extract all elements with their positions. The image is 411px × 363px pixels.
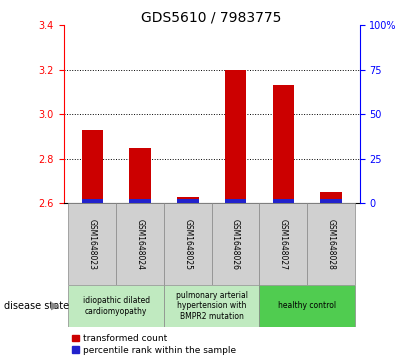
Text: GSM1648027: GSM1648027: [279, 219, 288, 270]
Bar: [272, 199, 294, 203]
Bar: [82, 130, 103, 203]
Bar: [82, 199, 103, 203]
Bar: [69, 203, 116, 285]
Bar: [129, 148, 151, 203]
Legend: transformed count, percentile rank within the sample: transformed count, percentile rank withi…: [68, 331, 239, 359]
Bar: [259, 285, 355, 327]
Bar: [177, 199, 199, 203]
Bar: [272, 85, 294, 203]
Bar: [307, 203, 355, 285]
Bar: [320, 199, 342, 203]
Bar: [177, 197, 199, 203]
Bar: [225, 199, 246, 203]
Bar: [259, 203, 307, 285]
Text: ▶: ▶: [51, 301, 60, 311]
Text: pulmonary arterial
hypertension with
BMPR2 mutation: pulmonary arterial hypertension with BMP…: [175, 291, 248, 321]
Text: GSM1648025: GSM1648025: [183, 219, 192, 270]
Bar: [164, 285, 259, 327]
Bar: [320, 192, 342, 203]
Text: GSM1648024: GSM1648024: [136, 219, 145, 270]
Bar: [116, 203, 164, 285]
Bar: [164, 203, 212, 285]
Text: idiopathic dilated
cardiomyopathy: idiopathic dilated cardiomyopathy: [83, 296, 150, 315]
Text: healthy control: healthy control: [278, 301, 336, 310]
Text: GSM1648023: GSM1648023: [88, 219, 97, 270]
Text: GSM1648028: GSM1648028: [326, 219, 335, 270]
Bar: [129, 199, 151, 203]
Bar: [69, 285, 164, 327]
Title: GDS5610 / 7983775: GDS5610 / 7983775: [141, 10, 282, 24]
Text: GSM1648026: GSM1648026: [231, 219, 240, 270]
Text: disease state: disease state: [4, 301, 69, 311]
Bar: [212, 203, 259, 285]
Bar: [225, 70, 246, 203]
